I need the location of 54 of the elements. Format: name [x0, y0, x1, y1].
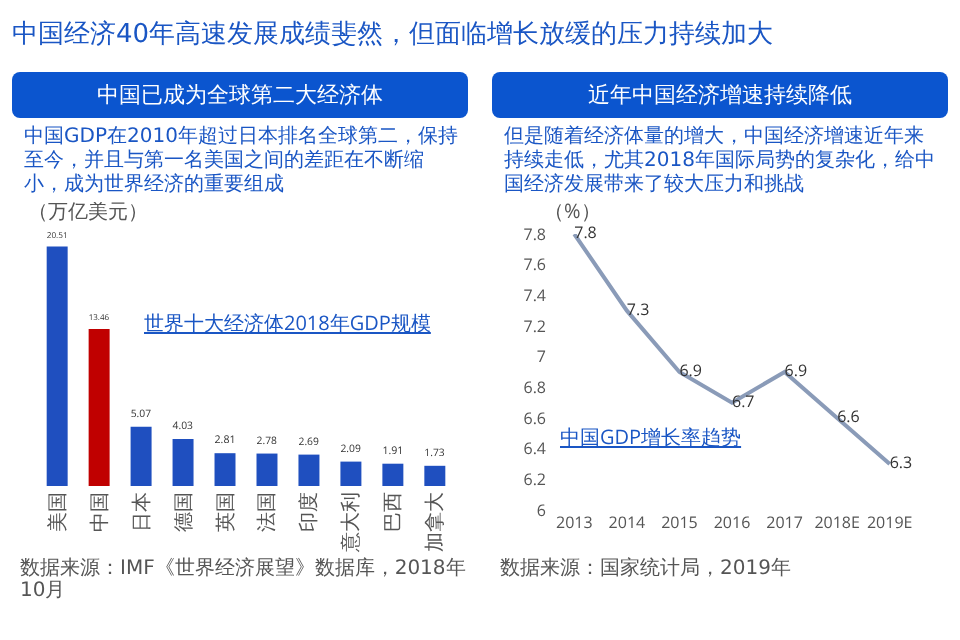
x-tick-label: 法国 [251, 492, 280, 532]
x-tick-label: 德国 [167, 492, 196, 532]
x-tick-label: 2016 [713, 512, 752, 534]
y-tick-label: 7.8 [523, 223, 547, 246]
bar [382, 463, 404, 486]
x-tick-label: 巴西 [377, 492, 406, 532]
y-tick-label: 6 [536, 499, 547, 522]
bar [298, 454, 320, 486]
x-tick-label: 2015 [661, 512, 699, 534]
data-label: 7.3 [626, 298, 651, 321]
x-tick-label: 日本 [125, 492, 154, 532]
data-label: 6.9 [784, 360, 808, 382]
y-tick-label: 7.4 [523, 284, 547, 307]
bar [424, 465, 446, 486]
data-label: 6.6 [837, 406, 861, 428]
text: 中国经济40年高速发展成绩斐然，但面临增长放缓的压力持续加大 [12, 18, 776, 52]
chart-title: 近年中国经济增速持续降低 [492, 72, 948, 118]
data-label: 6.9 [679, 360, 703, 382]
annotation: 中国GDP增长率趋势 [560, 422, 742, 450]
data-label: 6.7 [732, 390, 756, 413]
y-tick-label: 6.8 [523, 376, 547, 399]
data-label: 6.3 [889, 452, 914, 474]
y-tick-label: 6.4 [523, 438, 547, 461]
bar [46, 246, 68, 486]
y-tick-label: 7.6 [523, 254, 547, 277]
x-tick-label: 美国 [41, 492, 70, 532]
bar [130, 426, 152, 486]
y-axis-title: （%） [544, 196, 601, 224]
chart-subtitle: 但是随着经济体量的增大，中国经济增速近年来持续走低，尤其2018年国际局势的复杂化，给中国经济发展带来了较大压力和挑战 [504, 126, 937, 200]
x-tick-label: 2013 [555, 512, 594, 534]
bar [256, 453, 278, 486]
y-tick-label: 7.2 [523, 315, 547, 338]
bar [88, 328, 110, 486]
annotation: 世界十大经济体2018年GDP规模 [144, 308, 431, 336]
y-tick-label: 7 [536, 346, 547, 369]
y-tick-label: 6.6 [523, 407, 547, 430]
source-note: 数据来源：IMF《世界经济展望》数据库，2018年10月 [20, 558, 468, 602]
x-tick-label: 加拿大 [419, 492, 448, 552]
x-tick-label: 2018E [814, 512, 860, 534]
source-note: 数据来源：国家统计局，2019年 [500, 558, 793, 580]
x-tick-label: 英国 [209, 492, 238, 532]
chart-title: 中国已成为全球第二大经济体 [12, 72, 468, 118]
x-tick-label: 2014 [608, 512, 647, 534]
x-tick-label: 中国 [83, 492, 112, 532]
x-tick-label: 2017 [766, 512, 804, 534]
bar [214, 453, 236, 486]
x-tick-label: 意大利 [335, 492, 364, 554]
bar [340, 461, 362, 486]
x-tick-label: 印度 [293, 492, 322, 532]
data-label: 7.8 [574, 222, 598, 244]
bar [172, 438, 194, 486]
x-tick-label: 2019E [866, 512, 913, 534]
y-tick-label: 6.2 [523, 468, 547, 491]
chart-subtitle: 中国GDP在2010年超过日本排名全球第二，保持至今，并且与第一名美国之间的差距在不断缩小，成为世界经济的重要组成 [24, 126, 460, 200]
